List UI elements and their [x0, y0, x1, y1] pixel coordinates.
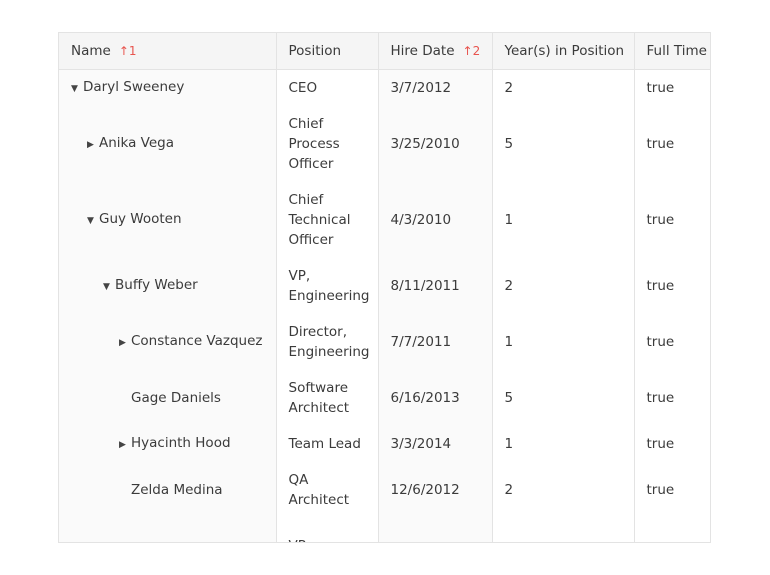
table-row[interactable]: ▶ Anika Vega Chief Process Officer 3/25/2… [59, 105, 710, 182]
table-row[interactable]: VP, [59, 517, 710, 542]
cell-name: ▼ Daryl Sweeney [59, 69, 277, 106]
cell-hire-date: 12/6/2012 [378, 461, 493, 518]
column-header-years[interactable]: Year(s) in Position [492, 33, 635, 70]
column-header-name[interactable]: Name ↑1 [59, 33, 277, 70]
cell-years: 5 [492, 105, 635, 182]
table-row[interactable]: Gage Daniels Software Architect 6/16/201… [59, 369, 710, 426]
cell-hire-date: 6/16/2013 [378, 369, 493, 426]
cell-hire-date: 3/25/2010 [378, 105, 493, 182]
cell-full-time: true [634, 369, 710, 426]
cell-name: ▶ Anika Vega [59, 105, 277, 182]
column-header-full-time[interactable]: Full Time [634, 33, 710, 70]
expanded-caret-icon[interactable]: ▼ [103, 281, 110, 292]
collapsed-caret-icon[interactable]: ▶ [119, 439, 126, 450]
table-row[interactable]: ▼ Buffy Weber VP, Engineering 8/11/2011 2… [59, 257, 710, 314]
table-row[interactable]: Zelda Medina QA Architect 12/6/2012 2 tr… [59, 461, 710, 518]
cell-position: QA Architect [276, 461, 379, 518]
cell-hire-date: 3/3/2014 [378, 425, 493, 462]
table-row[interactable]: ▼ Guy Wooten Chief Technical Officer 4/3/… [59, 181, 710, 258]
cell-full-time: true [634, 461, 710, 518]
cell-full-time [634, 517, 710, 542]
cell-name: ▼ Buffy Weber [59, 257, 277, 314]
cell-full-time: true [634, 425, 710, 462]
table-row[interactable]: ▶ Constance Vazquez Director, Engineering… [59, 313, 710, 370]
collapsed-caret-icon[interactable]: ▶ [87, 139, 94, 150]
cell-hire-date [378, 517, 493, 542]
table-row[interactable]: ▶ Hyacinth Hood Team Lead 3/3/2014 1 true [59, 425, 710, 462]
cell-position: Chief Process Officer [276, 105, 379, 182]
cell-years: 2 [492, 257, 635, 314]
cell-position: Director, Engineering [276, 313, 379, 370]
cell-full-time: true [634, 313, 710, 370]
cell-name: Zelda Medina [59, 461, 277, 518]
cell-years: 2 [492, 69, 635, 106]
cell-years: 2 [492, 461, 635, 518]
column-header-position[interactable]: Position [276, 33, 379, 70]
header-row: Name ↑1 Position Hire Date ↑2 Year(s) in P… [59, 33, 710, 70]
tree-grid: Name ↑1 Position Hire Date ↑2 Year(s) in P… [58, 32, 711, 543]
collapsed-caret-icon[interactable]: ▶ [119, 337, 126, 348]
cell-name: ▼ Guy Wooten [59, 181, 277, 258]
cell-hire-date: 3/7/2012 [378, 69, 493, 106]
cell-full-time: true [634, 105, 710, 182]
column-header-hire-date[interactable]: Hire Date ↑2 [378, 33, 493, 70]
cell-position: VP, [276, 517, 379, 542]
cell-years: 1 [492, 425, 635, 462]
cell-name: Gage Daniels [59, 369, 277, 426]
cell-name [59, 517, 277, 542]
cell-years: 5 [492, 369, 635, 426]
cell-full-time: true [634, 181, 710, 258]
expanded-caret-icon[interactable]: ▼ [71, 83, 78, 94]
cell-years [492, 517, 635, 542]
cell-hire-date: 8/11/2011 [378, 257, 493, 314]
cell-full-time: true [634, 257, 710, 314]
cell-position: VP, Engineering [276, 257, 379, 314]
expanded-caret-icon[interactable]: ▼ [87, 215, 94, 226]
cell-hire-date: 7/7/2011 [378, 313, 493, 370]
cell-full-time: true [634, 69, 710, 106]
cell-position: Chief Technical Officer [276, 181, 379, 258]
sort-asc-icon: ↑1 [118, 44, 137, 58]
cell-years: 1 [492, 181, 635, 258]
cell-name: ▶ Constance Vazquez [59, 313, 277, 370]
sort-asc-icon: ↑2 [462, 44, 481, 58]
cell-years: 1 [492, 313, 635, 370]
cell-position: Software Architect [276, 369, 379, 426]
cell-position: CEO [276, 69, 379, 106]
cell-position: Team Lead [276, 425, 379, 462]
cell-hire-date: 4/3/2010 [378, 181, 493, 258]
cell-name: ▶ Hyacinth Hood [59, 425, 277, 462]
table-row[interactable]: ▼ Daryl Sweeney CEO 3/7/2012 2 true [59, 69, 710, 106]
